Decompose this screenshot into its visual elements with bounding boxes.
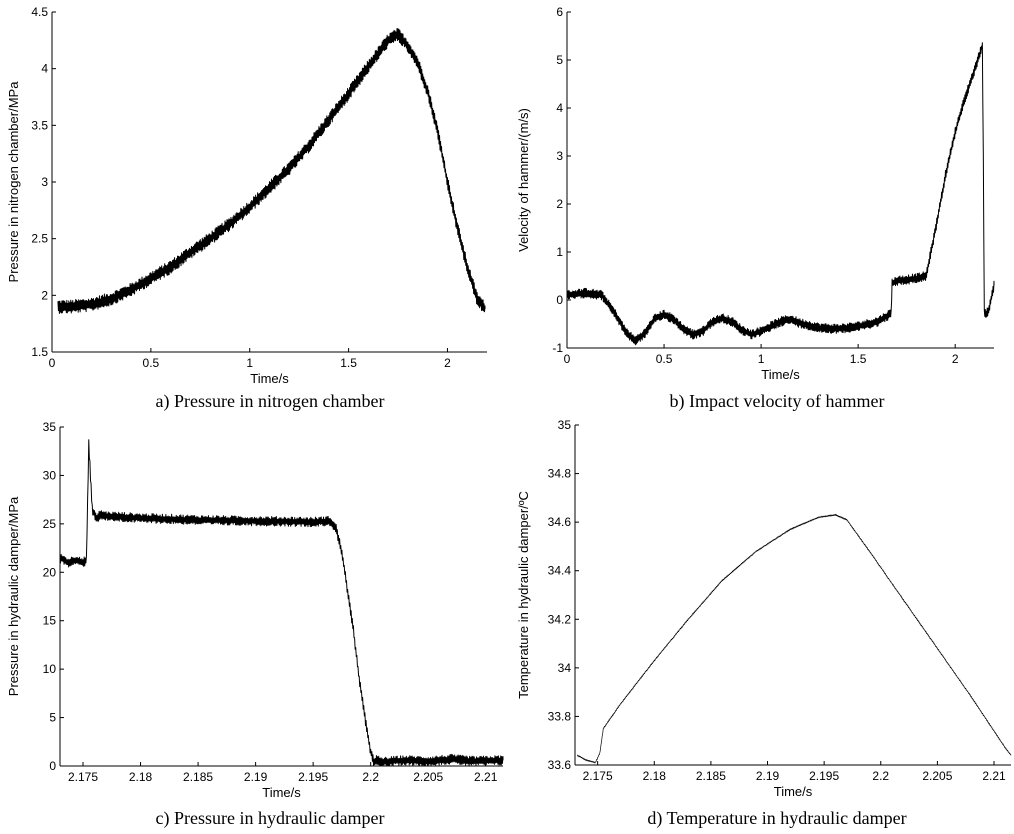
- y-tick-label: 10: [43, 662, 57, 676]
- x-tick-label: 2.21: [982, 769, 1006, 783]
- y-tick-label: 1.5: [31, 345, 48, 359]
- caption-a: a) Pressure in nitrogen chamber: [155, 391, 385, 411]
- y-axis-title: Pressure in nitrogen chamber/MPa: [6, 81, 21, 283]
- y-tick-label: 4: [41, 62, 48, 76]
- chart-a-pressure-nitrogen: 0 0.5 1 1.5 2 1.5 2 2.5 3 3.5 4 4.5 Time/s Pressure i…: [6, 5, 487, 386]
- x-tick-label: 2.205: [413, 770, 443, 784]
- y-tick-label: 6: [556, 5, 563, 19]
- x-axis-title: Time/s: [250, 371, 289, 386]
- x-tick-label: 2.18: [643, 769, 667, 783]
- x-tick-label: 1: [758, 352, 765, 366]
- series-line: [57, 28, 486, 314]
- x-tick-label: 0.5: [656, 352, 673, 366]
- y-tick-label: 20: [43, 565, 57, 579]
- y-tick-label: 34.2: [548, 612, 572, 626]
- caption-d: d) Temperature in hydraulic damper: [647, 808, 907, 828]
- y-tick-label: 4: [556, 101, 563, 115]
- y-tick-label: 35: [43, 420, 57, 434]
- x-tick-label: 2.195: [298, 770, 328, 784]
- x-tick-label: 2.185: [183, 770, 213, 784]
- y-axis-title: Temperature in hydraulic damper/ºC: [516, 491, 531, 699]
- y-tick-label: 1: [556, 245, 563, 259]
- x-axis-title: Time/s: [262, 785, 301, 800]
- y-tick-label: 33.8: [548, 709, 572, 723]
- y-tick-label: 25: [43, 517, 57, 531]
- y-tick-label: 5: [49, 711, 56, 725]
- y-tick-label: 34.6: [548, 515, 572, 529]
- x-tick-label: 1.5: [340, 356, 357, 370]
- y-tick-label: 0: [49, 759, 56, 773]
- y-tick-label: 33.6: [548, 758, 572, 772]
- y-tick-label: 34.4: [548, 564, 572, 578]
- y-tick-label: 2: [556, 197, 563, 211]
- x-axis-title: Time/s: [774, 784, 813, 799]
- y-tick-label: 4.5: [31, 5, 48, 19]
- y-tick-label: 3: [41, 175, 48, 189]
- y-tick-label: 2.5: [31, 232, 48, 246]
- y-tick-label: 30: [43, 468, 57, 482]
- x-tick-label: 2: [952, 352, 959, 366]
- x-tick-label: 2.21: [474, 770, 498, 784]
- y-tick-label: 15: [43, 614, 57, 628]
- caption-c: c) Pressure in hydraulic damper: [155, 808, 385, 828]
- y-tick-label: 34.8: [548, 467, 572, 481]
- x-tick-label: 2.175: [68, 770, 98, 784]
- y-axis-title: Pressure in hydraulic damper/MPa: [6, 496, 21, 696]
- x-tick-label: 2: [444, 356, 451, 370]
- y-tick-label: 5: [556, 53, 563, 67]
- y-tick-label: 34: [558, 661, 572, 675]
- x-axis-title: Time/s: [761, 367, 800, 382]
- y-tick-label: 0: [556, 293, 563, 307]
- x-tick-label: 0.5: [143, 356, 160, 370]
- series-line: [59, 439, 504, 767]
- x-tick-label: 2.19: [244, 770, 268, 784]
- y-tick-label: -1: [552, 341, 563, 355]
- chart-d-temperature-damper: 2.175 2.18 2.185 2.19 2.195 2.2 2.205 2.21 33.6 3…: [516, 418, 1012, 799]
- x-tick-label: 0: [564, 352, 571, 366]
- x-tick-label: 1: [246, 356, 253, 370]
- x-tick-label: 2.19: [756, 769, 780, 783]
- x-tick-label: 2.185: [696, 769, 726, 783]
- x-tick-label: 2.2: [362, 770, 379, 784]
- x-tick-label: 2.175: [583, 769, 613, 783]
- x-tick-label: 2.2: [872, 769, 889, 783]
- x-tick-label: 0: [49, 356, 56, 370]
- series-line: [576, 513, 1012, 764]
- x-tick-label: 2.18: [129, 770, 153, 784]
- y-tick-label: 35: [558, 418, 572, 432]
- x-tick-label: 1.5: [850, 352, 867, 366]
- y-axis-title: Velocity of hammer/(m/s): [516, 108, 531, 252]
- chart-c-pressure-damper: 2.175 2.18 2.185 2.19 2.195 2.2 2.205 2.21 0 5 10 1…: [6, 420, 504, 800]
- y-tick-label: 3: [556, 149, 563, 163]
- series-line: [566, 42, 995, 346]
- x-tick-label: 2.195: [809, 769, 839, 783]
- x-tick-label: 2.205: [922, 769, 952, 783]
- caption-b: b) Impact velocity of hammer: [669, 391, 885, 411]
- y-tick-label: 2: [41, 288, 48, 302]
- y-tick-label: 3.5: [31, 118, 48, 132]
